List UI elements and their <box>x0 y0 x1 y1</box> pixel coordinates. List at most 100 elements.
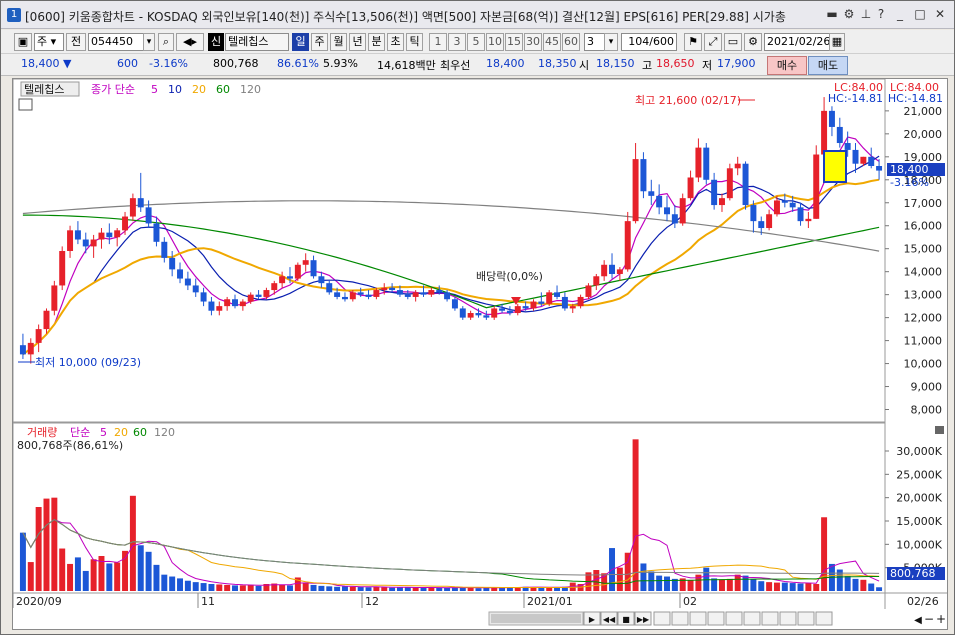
price-tick-label: 15,000 <box>904 243 943 256</box>
stock-tag: 텔레칩스 <box>24 83 64 96</box>
sell-button[interactable]: 매도 <box>808 56 848 75</box>
volume-bar <box>396 587 403 591</box>
candle-body <box>161 241 168 258</box>
candle <box>59 246 66 291</box>
candle <box>821 97 828 160</box>
volume-bar <box>365 587 372 591</box>
candle-body <box>868 156 875 166</box>
high-price: 18,650 <box>656 57 695 70</box>
interval-1-button[interactable]: 1 <box>429 33 447 51</box>
candle <box>381 283 388 295</box>
ma-legend-10: 10 <box>168 83 182 96</box>
tool-button <box>743 611 761 626</box>
window-maximize-button[interactable]: □ <box>914 7 926 21</box>
search-icon[interactable]: ⌕ <box>158 33 174 51</box>
volume-bar <box>475 588 482 591</box>
candle <box>734 156 741 176</box>
volume-bar <box>836 569 843 591</box>
x-tick-label: 02 <box>683 595 697 608</box>
candle <box>585 283 592 300</box>
volume-value: 800,768 <box>213 57 259 70</box>
data-count-field[interactable]: 104/600 <box>621 33 677 51</box>
timeframe-3-button[interactable]: 년 <box>349 33 366 51</box>
timeframe-5-button[interactable]: 초 <box>387 33 404 51</box>
candle-body <box>852 149 859 164</box>
tool-button <box>779 611 797 626</box>
chart-area[interactable]: 21,000 20,000 19,000 18,000 17,000 16,000 15,0… <box>12 78 948 630</box>
calendar-icon[interactable]: ▦ <box>829 33 845 51</box>
price-panel <box>12 78 886 423</box>
candle-body <box>687 177 694 199</box>
candle <box>357 287 364 297</box>
stock-name-field[interactable]: 텔레칩스 <box>225 33 289 51</box>
settings-icon[interactable]: ⚙ <box>843 7 855 21</box>
volume-bar <box>129 495 136 591</box>
volume-bar <box>286 585 293 591</box>
volume-bar <box>27 562 34 591</box>
timeframe-4-button[interactable]: 분 <box>368 33 385 51</box>
minimize-icon[interactable]: ▬ <box>826 7 838 21</box>
volume-bar <box>616 567 623 591</box>
interval-45-button[interactable]: 45 <box>543 33 561 51</box>
volume-bar <box>821 517 828 591</box>
interval-5-button[interactable]: 5 <box>467 33 485 51</box>
price-tick-label: 13,000 <box>904 289 943 302</box>
ma60-line <box>22 214 880 309</box>
candle-body <box>294 264 301 279</box>
candle-body <box>836 126 843 144</box>
interval-value: 3 <box>587 35 594 48</box>
timeframe-2-button[interactable]: 월 <box>330 33 347 51</box>
candle <box>334 287 341 300</box>
interval-30-button[interactable]: 30 <box>524 33 542 51</box>
candle-body <box>444 292 451 300</box>
code-dropdown-icon[interactable]: ▾ <box>143 33 155 51</box>
gear-icon[interactable]: ⚙ <box>744 33 762 51</box>
candle <box>491 306 498 320</box>
volume-legend-120: 120 <box>154 426 175 439</box>
timeframe-0-button[interactable]: 일 <box>292 33 309 51</box>
indicator-icon[interactable]: ⚑ <box>684 33 702 51</box>
candle-body <box>177 269 184 279</box>
candle <box>506 306 513 316</box>
candle <box>718 193 725 212</box>
interval-dropdown-icon[interactable]: ▾ <box>604 33 618 51</box>
zoom-icon[interactable]: ⤢ <box>704 33 722 51</box>
volume-bar <box>279 584 286 591</box>
chart-type-icon[interactable]: ▣ <box>14 33 32 51</box>
open-price: 18,150 <box>596 57 635 70</box>
chart-svg[interactable]: 21,000 20,000 19,000 18,000 17,000 16,000 15,0… <box>12 78 947 629</box>
ma-legend-120: 120 <box>240 83 261 96</box>
interval-60-button[interactable]: 60 <box>562 33 580 51</box>
candle-body <box>601 264 608 277</box>
volume-bar <box>679 578 686 591</box>
period-type-select[interactable]: 주 ▾ <box>34 33 64 51</box>
interval-10-button[interactable]: 10 <box>486 33 504 51</box>
volume-bar <box>742 575 749 591</box>
date-input[interactable]: 2021/02/26 <box>764 33 832 51</box>
candle-body <box>404 294 411 297</box>
interval-3-button[interactable]: 3 <box>448 33 466 51</box>
help-icon[interactable]: ? <box>877 7 885 21</box>
volume-bar <box>868 583 875 591</box>
timeframe-1-button[interactable]: 주 <box>311 33 328 51</box>
save-icon[interactable]: ▭ <box>724 33 742 51</box>
volume-bar <box>169 576 176 591</box>
pin-icon[interactable]: ⊥ <box>860 7 872 21</box>
current-price-tag: 18,400 <box>890 163 929 176</box>
window-minimize-button[interactable]: _ <box>897 7 903 21</box>
sound-icon[interactable]: ◀▸ <box>176 33 204 51</box>
candle <box>828 106 835 137</box>
volume-bar <box>538 587 545 591</box>
volume-bar <box>263 584 270 591</box>
window-close-button[interactable]: ✕ <box>934 7 946 21</box>
stock-code-input[interactable]: 054450 <box>88 33 154 51</box>
timeframe-6-button[interactable]: 틱 <box>406 33 423 51</box>
lc-value-axis: LC:84.00 <box>890 81 939 94</box>
lc-value: LC:84.00 <box>834 81 883 94</box>
volume-bar <box>310 584 317 591</box>
candle-body <box>656 195 663 208</box>
buy-button[interactable]: 매수 <box>767 56 807 75</box>
prev-button[interactable]: 전 <box>66 33 86 51</box>
interval-15-button[interactable]: 15 <box>505 33 523 51</box>
candle <box>758 216 765 235</box>
